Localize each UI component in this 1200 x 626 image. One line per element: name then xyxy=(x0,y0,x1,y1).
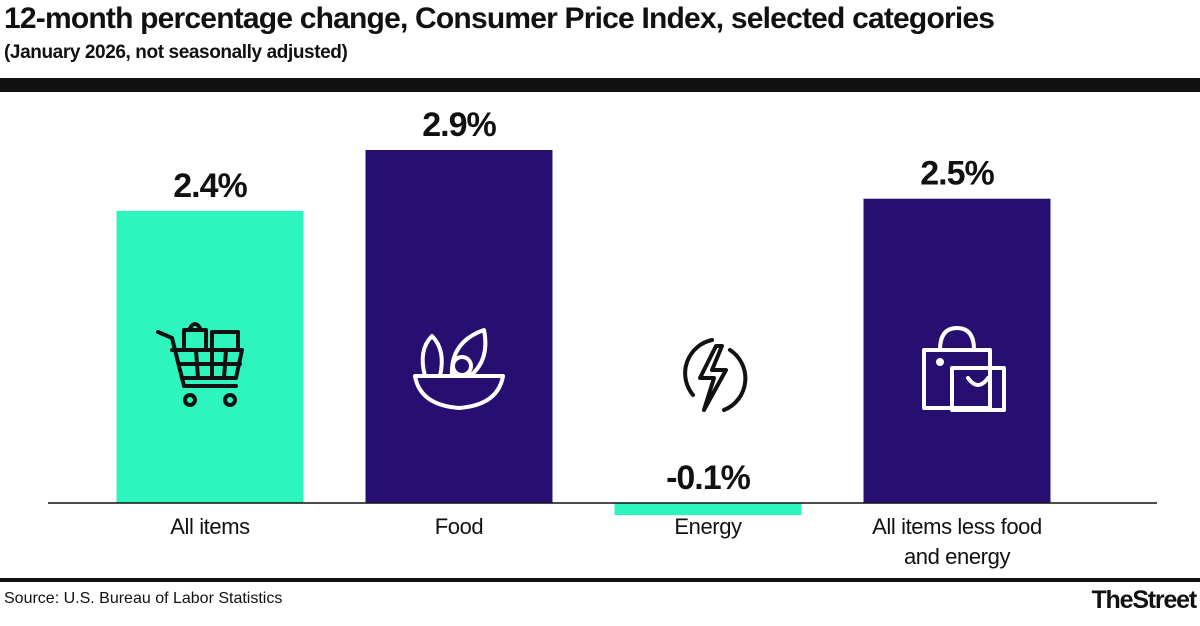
cart-icon xyxy=(156,322,244,407)
top-rule xyxy=(0,78,1200,92)
bar xyxy=(614,503,802,516)
source: Source: U.S. Bureau of Labor Statistics xyxy=(4,590,283,607)
bag-icon xyxy=(922,326,1006,412)
bottom-rule xyxy=(0,578,1200,582)
bar xyxy=(365,150,553,503)
value-label: 2.4% xyxy=(173,167,247,205)
x-tick-label: All items less food and energy xyxy=(872,514,1042,569)
value-label: -0.1% xyxy=(666,459,751,497)
brand: TheStreet xyxy=(1091,586,1197,614)
value-label: 2.9% xyxy=(422,106,496,144)
chart-title: 12-month percentage change, Consumer Pri… xyxy=(4,2,995,35)
value-label: 2.5% xyxy=(920,155,994,193)
energy-icon xyxy=(683,338,748,412)
chart-subtitle: (January 2026, not seasonally adjusted) xyxy=(4,42,348,63)
x-tick-label: Energy xyxy=(674,514,742,539)
salad-icon xyxy=(413,328,505,410)
x-tick-label: All items xyxy=(170,514,250,539)
x-tick-label: Food xyxy=(434,514,484,539)
